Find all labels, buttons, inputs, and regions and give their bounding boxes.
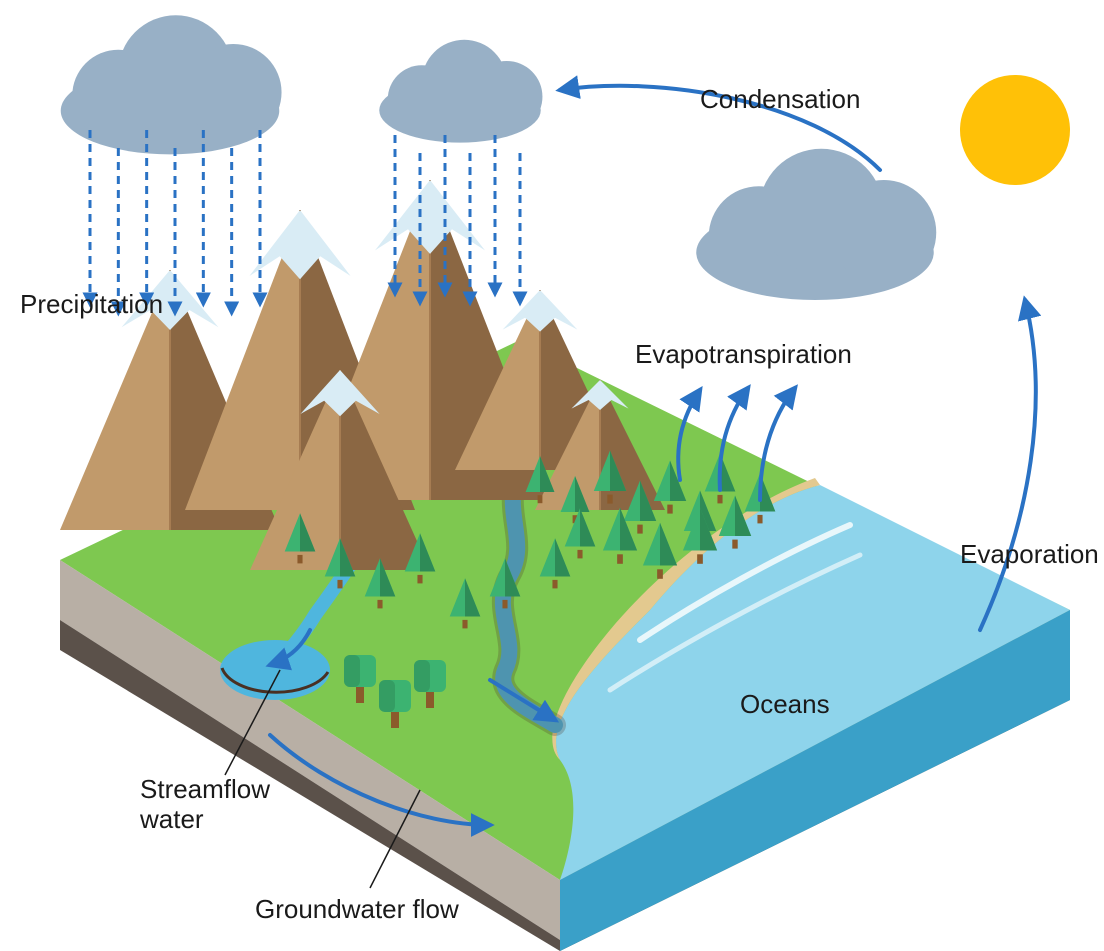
label-condensation: Condensation — [700, 85, 860, 115]
label-precipitation: Precipitation — [20, 290, 163, 320]
label-oceans: Oceans — [740, 690, 830, 720]
label-evapotranspiration: Evapotranspiration — [635, 340, 852, 370]
sun-icon — [960, 75, 1070, 185]
label-streamflow: Streamflow water — [140, 775, 270, 835]
label-evaporation: Evaporation — [960, 540, 1099, 570]
cloud-icon — [379, 40, 542, 143]
label-groundwater: Groundwater flow — [255, 895, 459, 925]
cloud-icon — [61, 15, 282, 154]
cloud-icon — [696, 149, 936, 300]
water-cycle-diagram: Condensation Precipitation Evapotranspir… — [0, 0, 1104, 951]
